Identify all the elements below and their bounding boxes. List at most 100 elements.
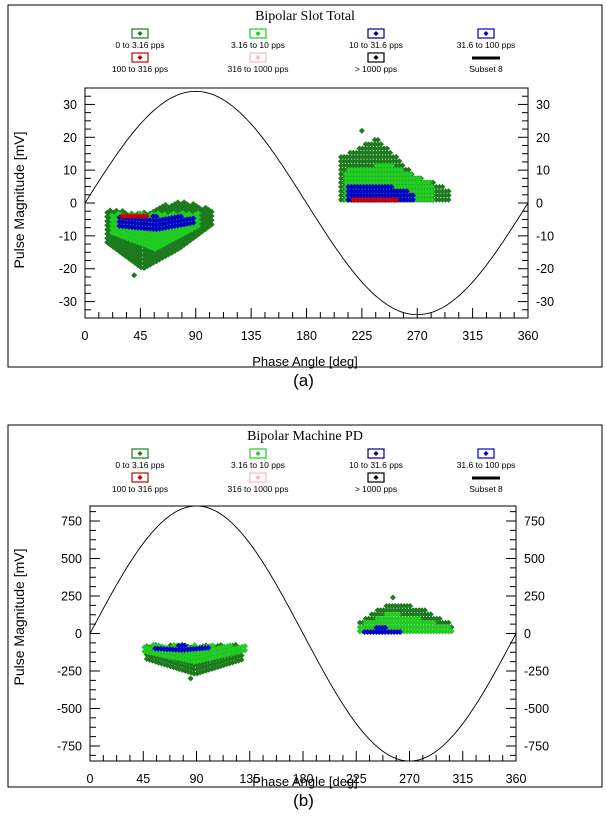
data-point	[413, 196, 420, 203]
data-point	[381, 154, 387, 160]
y-tick-label-left: -750	[57, 740, 82, 754]
data-point	[155, 645, 161, 652]
data-point	[385, 188, 392, 195]
data-point	[227, 642, 234, 649]
data-point	[224, 643, 231, 650]
data-point	[238, 656, 245, 663]
data-point	[419, 196, 426, 203]
data-point	[407, 179, 414, 186]
data-point	[342, 171, 349, 178]
data-point	[396, 158, 403, 165]
y-tick-label-left: -500	[57, 702, 82, 716]
data-point	[353, 158, 360, 165]
legend-label: 100 to 316 pps	[112, 484, 168, 494]
data-point	[355, 166, 362, 173]
legend-item: 100 to 316 pps	[112, 472, 168, 494]
data-point	[363, 183, 370, 190]
data-point	[153, 213, 160, 220]
data-point	[401, 175, 408, 182]
data-point	[217, 663, 224, 670]
data-point	[239, 643, 246, 650]
x-tick-label: 315	[462, 329, 483, 343]
data-point	[409, 196, 416, 203]
data-point	[345, 183, 352, 190]
data-point	[445, 619, 452, 626]
data-point	[385, 166, 392, 173]
data-point	[190, 215, 197, 222]
data-point	[137, 213, 144, 220]
data-point	[398, 166, 405, 173]
legend-marker	[255, 31, 261, 36]
data-point	[367, 171, 374, 178]
data-point	[382, 624, 389, 631]
data-point	[360, 192, 367, 199]
x-tick-label: 180	[293, 772, 314, 786]
data-point	[371, 145, 378, 152]
data-point	[206, 647, 213, 654]
data-point	[381, 145, 387, 152]
data-point	[379, 175, 386, 182]
legend-item: 3.16 to 10 pps	[231, 448, 285, 470]
data-point	[376, 192, 383, 199]
data-point	[385, 175, 392, 182]
legend-item: Subset 8	[469, 56, 503, 74]
data-point	[353, 154, 360, 160]
data-point	[174, 655, 180, 662]
y-tick-label-left: 0	[75, 627, 82, 641]
data-point	[385, 192, 392, 199]
data-point	[388, 192, 395, 199]
data-point	[351, 188, 358, 195]
data-point	[156, 643, 163, 650]
data-point	[371, 196, 378, 203]
data-point	[359, 196, 366, 203]
data-point	[342, 175, 349, 182]
data-point	[178, 642, 185, 649]
data-point	[356, 154, 363, 160]
data-point	[436, 192, 443, 199]
y-tick-label-right: 0	[536, 197, 543, 211]
x-tick-label: 0	[82, 329, 89, 343]
data-point	[391, 192, 398, 199]
data-point	[341, 154, 347, 160]
data-point	[357, 188, 364, 195]
data-point	[200, 668, 206, 675]
data-point	[357, 183, 364, 190]
data-point	[367, 179, 374, 186]
data-point	[176, 661, 183, 668]
legend-marker	[483, 31, 489, 36]
data-point	[445, 196, 452, 203]
data-point	[365, 141, 372, 148]
data-point	[395, 611, 402, 618]
data-point	[389, 166, 395, 173]
legend-label: > 1000 pps	[355, 64, 397, 74]
data-point	[359, 158, 366, 165]
data-point	[242, 647, 248, 654]
data-point	[416, 615, 422, 622]
data-point	[351, 183, 358, 190]
data-point	[131, 272, 138, 279]
data-point	[349, 179, 355, 186]
data-point	[388, 183, 395, 190]
y-tick-label-right: -750	[524, 740, 549, 754]
data-point	[181, 642, 188, 649]
data-point	[430, 619, 437, 626]
data-point	[395, 183, 402, 190]
legend-label: 3.16 to 10 pps	[231, 40, 285, 50]
data-point	[348, 188, 355, 195]
data-point	[367, 175, 374, 182]
data-point	[425, 196, 432, 203]
y-tick-label-left: -30	[59, 295, 77, 309]
data-point	[194, 666, 201, 673]
data-point	[363, 188, 370, 195]
data-point	[407, 183, 414, 190]
legend-marker	[137, 55, 143, 60]
y-tick-label-right: -500	[524, 702, 549, 716]
legend-marker	[373, 31, 379, 36]
legend-item: 316 to 1000 pps	[228, 52, 288, 74]
data-point	[416, 175, 423, 182]
chart-b-title: Bipolar Machine PD	[247, 429, 363, 444]
data-point	[374, 136, 381, 143]
data-point	[359, 145, 366, 152]
data-point	[224, 647, 231, 654]
data-point	[436, 183, 443, 190]
